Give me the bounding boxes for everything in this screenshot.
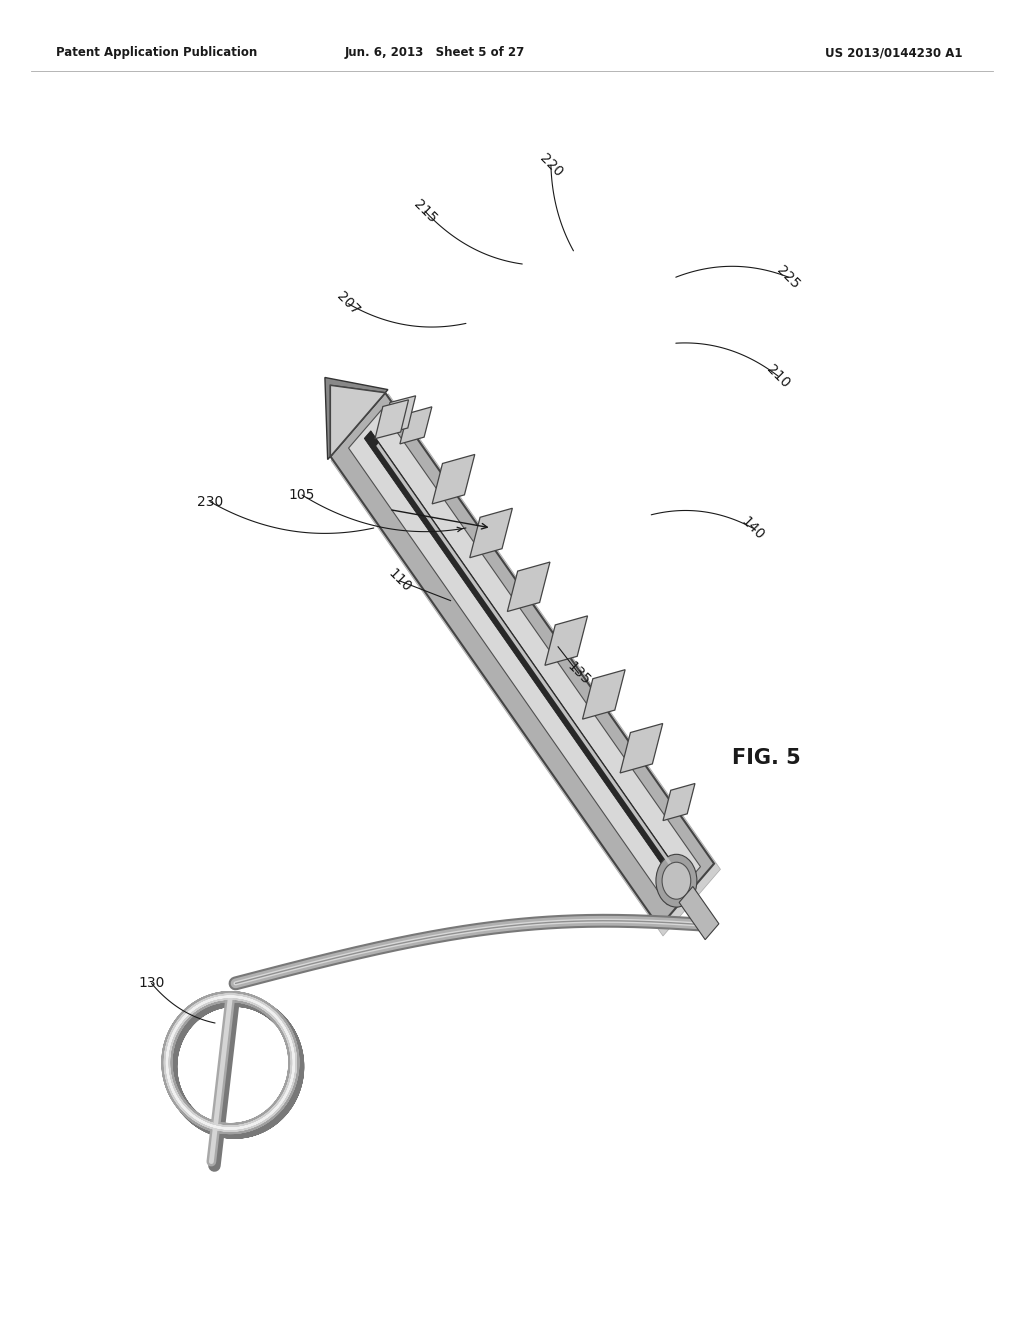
Polygon shape: [400, 407, 432, 444]
Polygon shape: [545, 616, 588, 665]
Circle shape: [656, 854, 697, 907]
Polygon shape: [331, 385, 385, 457]
Polygon shape: [376, 444, 675, 870]
Text: FIG. 5: FIG. 5: [731, 747, 801, 768]
Polygon shape: [331, 385, 385, 457]
Text: Patent Application Publication: Patent Application Publication: [56, 46, 258, 59]
Text: US 2013/0144230 A1: US 2013/0144230 A1: [825, 46, 963, 59]
Polygon shape: [663, 784, 695, 821]
Circle shape: [663, 862, 691, 899]
Polygon shape: [365, 430, 683, 886]
Text: 230: 230: [197, 495, 223, 508]
Polygon shape: [348, 411, 700, 904]
Polygon shape: [331, 393, 721, 936]
Text: 140: 140: [738, 513, 767, 543]
Text: 110: 110: [385, 566, 414, 595]
Polygon shape: [621, 723, 663, 774]
Text: Jun. 6, 2013   Sheet 5 of 27: Jun. 6, 2013 Sheet 5 of 27: [345, 46, 525, 59]
Polygon shape: [325, 378, 388, 459]
Text: 135: 135: [564, 659, 593, 688]
Polygon shape: [375, 400, 409, 438]
Text: 130: 130: [138, 977, 165, 990]
Text: 215: 215: [411, 197, 439, 226]
Polygon shape: [432, 454, 475, 504]
Polygon shape: [470, 508, 512, 558]
Text: 207: 207: [334, 289, 362, 318]
Text: 220: 220: [537, 150, 565, 180]
Polygon shape: [507, 562, 550, 611]
Text: 105: 105: [289, 488, 315, 502]
Polygon shape: [382, 396, 416, 434]
Polygon shape: [331, 393, 714, 927]
Polygon shape: [583, 669, 625, 719]
Polygon shape: [679, 887, 719, 940]
Text: 210: 210: [764, 362, 793, 391]
Text: 225: 225: [774, 263, 803, 292]
